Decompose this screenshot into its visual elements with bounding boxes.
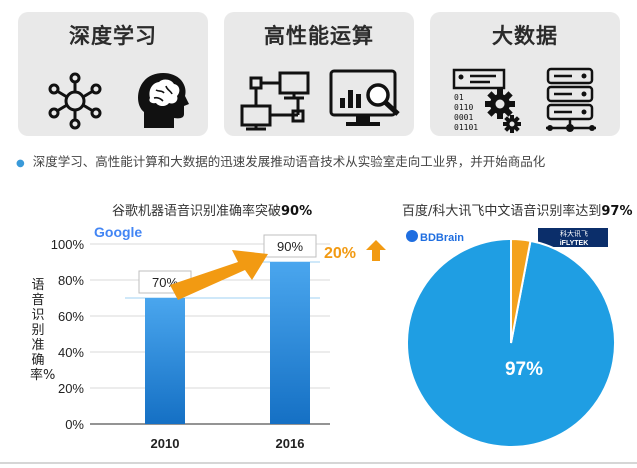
pie-chart-title-bold: 97% bbox=[601, 204, 633, 219]
y-tick-label: 80% bbox=[58, 273, 84, 288]
iflytek-logo: 科大讯飞 iFLYTEK bbox=[538, 228, 608, 247]
bar-data-label: 90% bbox=[277, 239, 303, 254]
bdbrain-logo-text: BDBrain bbox=[420, 232, 464, 244]
up-arrow-icon bbox=[366, 240, 386, 261]
bar-chart-title-text: 谷歌机器语音识别准确率突破 bbox=[112, 204, 282, 219]
svg-text:01101: 01101 bbox=[454, 123, 478, 132]
bullet-icon: ● bbox=[16, 158, 25, 169]
brain-head-icon bbox=[138, 72, 189, 128]
bar-2016 bbox=[270, 262, 310, 424]
card-title: 大数据 bbox=[492, 24, 558, 48]
google-logo-text: Google bbox=[94, 224, 142, 240]
y-tick-label: 0% bbox=[65, 417, 84, 432]
server-database-icon bbox=[546, 67, 596, 132]
pie-chart-title: 百度/科大讯飞中文语音识别率达到97% bbox=[402, 200, 633, 219]
footer-divider bbox=[0, 462, 637, 464]
svg-text:01: 01 bbox=[454, 93, 464, 102]
growth-annotation: 20% bbox=[324, 245, 356, 262]
y-tick-label: 40% bbox=[58, 345, 84, 360]
bullet-text: ● 深度学习、高性能计算和大数据的迅速发展推动语音技术从实验室走向工业界，并开始商… bbox=[16, 151, 545, 170]
iflytek-logo-cn: 科大讯飞 bbox=[560, 229, 588, 238]
google-logo: Google bbox=[94, 224, 142, 240]
svg-text:0110: 0110 bbox=[454, 103, 473, 112]
y-axis-label: 语音识别准确率% bbox=[30, 278, 56, 383]
network-computers-icon bbox=[240, 71, 310, 131]
pie-data-label: 97% bbox=[505, 359, 543, 380]
bar-chart-title: 谷歌机器语音识别准确率突破90% bbox=[112, 200, 312, 219]
neural-network-icon bbox=[48, 72, 102, 130]
x-tick-label: 2010 bbox=[151, 436, 180, 451]
card-deep-learning: 深度学习 bbox=[18, 12, 208, 136]
y-tick-label: 20% bbox=[58, 381, 84, 396]
iflytek-logo-en: iFLYTEK bbox=[560, 240, 589, 247]
card-high-performance-computing: 高性能运算 bbox=[224, 12, 414, 136]
analytics-monitor-icon bbox=[329, 69, 400, 126]
y-tick-label: 100% bbox=[51, 237, 85, 252]
pie-chart-title-text: 百度/科大讯飞中文语音识别率达到 bbox=[402, 204, 602, 219]
card-title: 高性能运算 bbox=[264, 24, 374, 48]
card-title: 深度学习 bbox=[69, 24, 157, 48]
pie-slice-1 bbox=[510, 237, 532, 344]
x-tick-label: 2016 bbox=[276, 436, 305, 451]
bar-2010 bbox=[145, 298, 185, 424]
svg-text:0001: 0001 bbox=[454, 113, 473, 122]
card-big-data: 大数据 01 0110 0001 01101 bbox=[430, 12, 620, 136]
y-tick-label: 60% bbox=[58, 309, 84, 324]
bdbrain-logo: BDBrain bbox=[406, 230, 464, 244]
bar-chart-title-bold: 90% bbox=[281, 204, 313, 219]
bullet-text-content: 深度学习、高性能计算和大数据的迅速发展推动语音技术从实验室走向工业界，并开始商品… bbox=[32, 154, 546, 169]
data-label-box bbox=[263, 234, 317, 258]
growth-arrow bbox=[170, 250, 268, 300]
